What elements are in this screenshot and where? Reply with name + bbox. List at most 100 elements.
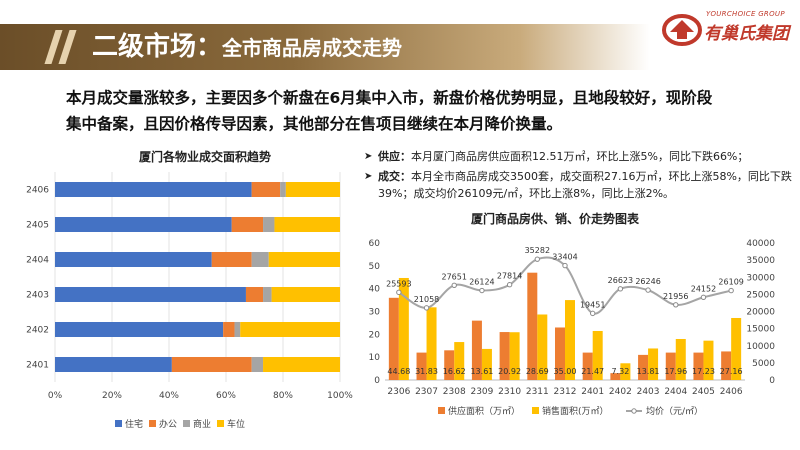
x-tick-label: 100% — [327, 391, 353, 401]
bullet-text: 本月全市商品房成交3500套，成交面积27.16万㎡，环比上涨58%，同比下跌3… — [378, 170, 792, 200]
bar-segment — [55, 252, 212, 267]
x-tick-label: 2406 — [720, 387, 743, 397]
x-tick-label: 2403 — [637, 387, 660, 397]
price-point — [423, 305, 430, 311]
x-tick-label: 2404 — [664, 387, 687, 397]
x-tick-label: 60% — [216, 391, 236, 401]
bar-segment — [55, 217, 232, 232]
y-left-tick-label: 60 — [369, 239, 381, 249]
bar-segment — [263, 357, 340, 372]
logo-text-cn: 有巢氏集团 — [704, 24, 789, 44]
legend-swatch — [438, 407, 445, 414]
bar-supply — [471, 320, 482, 380]
bar-supply — [665, 352, 676, 380]
price-point — [589, 310, 596, 317]
y-right-tick-label: 20000 — [746, 308, 775, 318]
bar-segment — [245, 287, 264, 302]
logo-text-en: YOURCHOICE GROUP — [706, 10, 785, 18]
bar-segment — [263, 217, 275, 232]
y-right-tick-label: 0 — [769, 376, 775, 386]
bar-segment — [251, 182, 281, 197]
legend-label: 车位 — [227, 418, 245, 430]
y-tick-label: 2405 — [26, 221, 49, 231]
x-tick-label: 2405 — [692, 387, 715, 397]
y-left-tick-label: 50 — [369, 262, 381, 272]
bar-supply — [555, 327, 565, 380]
y-right-tick-label: 30000 — [746, 273, 775, 283]
legend-label: 均价（元/㎡） — [646, 405, 703, 417]
x-tick-label: 80% — [273, 391, 293, 401]
price-data-label: 27651 — [442, 272, 467, 281]
price-point — [700, 294, 707, 300]
bar-segment — [280, 182, 286, 197]
summary-line-2: 集中备案，且因价格传导因素，其他部分在售项目继续在本月降价换量。 — [66, 115, 563, 133]
y-left-tick-label: 0 — [374, 376, 380, 386]
bullet-arrow-icon: ➤ — [364, 151, 373, 162]
bar-segment — [171, 357, 252, 372]
bar-supply — [610, 373, 621, 380]
bullet-label: 供应： — [378, 150, 411, 163]
bar-segment — [211, 252, 252, 267]
property-chart-title: 厦门各物业成交面积趋势 — [138, 150, 271, 164]
y-right-tick-label: 15000 — [746, 325, 775, 335]
bar-data-label: 16.62 — [443, 367, 466, 376]
page-title-main: 二级市场： — [92, 32, 223, 62]
bar-sales — [675, 338, 686, 380]
price-point — [562, 262, 568, 269]
price-data-label: 33404 — [552, 253, 577, 262]
y-tick-label: 2401 — [26, 361, 49, 371]
y-left-tick-label: 30 — [369, 308, 381, 318]
bar-segment — [55, 357, 172, 372]
legend-marker — [631, 408, 637, 414]
bullet-supply: ➤ 供应：本月厦门商品房供应面积12.51万㎡，环比上涨5%，同比下跌66%； — [364, 148, 794, 165]
y-left-tick-label: 20 — [369, 330, 381, 340]
bar-segment — [231, 217, 264, 232]
x-tick-label: 2312 — [554, 387, 577, 397]
price-data-label: 19451 — [580, 300, 605, 309]
bar-data-label: 20.92 — [498, 367, 521, 376]
bar-sales — [648, 348, 659, 380]
bar-sales — [731, 317, 742, 380]
bullet-list: ➤ 供应：本月厦门商品房供应面积12.51万㎡，环比上涨5%，同比下跌66%； … — [364, 148, 794, 205]
price-point — [479, 287, 485, 294]
bullet-label: 成交： — [378, 170, 411, 183]
bar-sales — [398, 277, 409, 380]
page-title-sub: 全市商品房成交走势 — [222, 36, 403, 60]
y-right-tick-label: 40000 — [746, 239, 775, 249]
price-point — [673, 302, 679, 308]
company-logo: YOURCHOICE GROUP 有巢氏集团 — [660, 8, 795, 48]
legend-label: 商业 — [193, 418, 211, 430]
bar-segment — [274, 217, 340, 232]
bar-segment — [268, 252, 340, 267]
bar-supply — [416, 352, 427, 380]
bar-sales — [426, 307, 437, 380]
legend-label: 办公 — [159, 418, 177, 430]
bar-data-label: 44.68 — [387, 367, 410, 376]
bar-data-label: 28.69 — [526, 367, 549, 376]
price-data-label: 26124 — [469, 278, 494, 287]
y-tick-label: 2404 — [26, 256, 49, 266]
logo-mark-icon — [662, 14, 702, 46]
bar-sales — [620, 363, 631, 380]
x-tick-label: 2402 — [609, 387, 632, 397]
y-left-tick-label: 10 — [369, 353, 381, 363]
price-point — [396, 289, 402, 296]
bar-segment — [263, 287, 272, 302]
bar-data-label: 13.61 — [470, 367, 493, 376]
y-tick-label: 2406 — [26, 186, 49, 196]
market-combo-chart: 0 10 20 30 40 50 60 0 5000 10000 15000 20000 25000 30… — [369, 239, 776, 417]
price-data-label: 27814 — [497, 272, 522, 281]
bar-segment — [271, 287, 340, 302]
bar-supply — [444, 350, 455, 380]
price-data-label: 35282 — [525, 246, 550, 255]
price-data-label: 26246 — [635, 277, 660, 286]
x-tick-label: 2310 — [498, 387, 521, 397]
legend-swatch — [183, 420, 190, 427]
price-point — [451, 282, 457, 288]
price-data-label: 26623 — [608, 276, 633, 285]
x-tick-label: 2311 — [526, 387, 549, 397]
y-tick-label: 2403 — [26, 291, 49, 301]
bar-data-label: 17.23 — [692, 367, 715, 376]
property-area-chart: 0% 20% 40% 60% 80% 100% 2406 2405 2404 2403 2402 24… — [26, 172, 353, 430]
bar-data-label: 21.47 — [581, 367, 604, 376]
